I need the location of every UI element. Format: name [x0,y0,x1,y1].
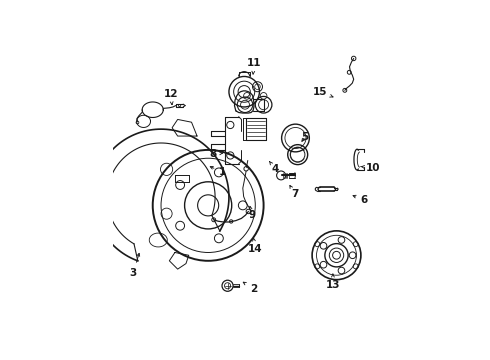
Text: 1: 1 [210,166,226,177]
Text: 9: 9 [248,206,255,220]
Text: 8: 8 [209,149,222,159]
Text: 7: 7 [290,185,299,199]
Text: 11: 11 [246,58,261,74]
Text: 4: 4 [270,161,279,174]
Text: 2: 2 [243,282,257,293]
Text: 15: 15 [313,87,333,97]
Text: 6: 6 [353,195,368,205]
Text: 13: 13 [326,274,340,290]
Text: 10: 10 [361,163,381,173]
Text: 5: 5 [301,132,309,142]
Text: 12: 12 [164,89,178,105]
Text: 3: 3 [130,253,140,278]
Text: 14: 14 [248,238,263,254]
